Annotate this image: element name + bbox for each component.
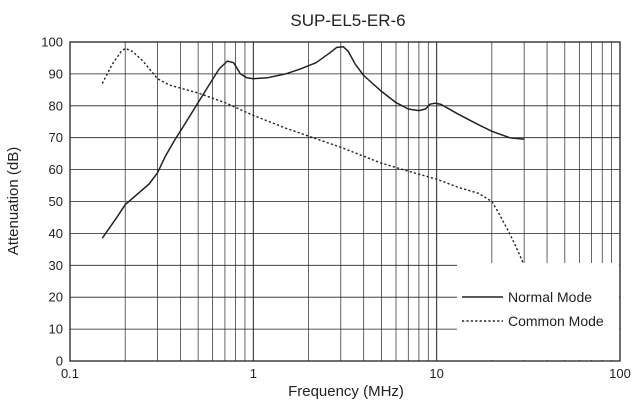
y-tick-label: 80 bbox=[49, 98, 63, 113]
plot-frame bbox=[69, 41, 621, 362]
y-tick-label: 40 bbox=[49, 226, 63, 241]
y-tick-label: 90 bbox=[49, 66, 63, 81]
series-lines bbox=[101, 46, 525, 266]
y-tick-label: 0 bbox=[56, 354, 63, 369]
legend: Normal Mode Common Mode bbox=[457, 263, 619, 360]
y-tick-label: 70 bbox=[49, 130, 63, 145]
y-tick-label: 50 bbox=[49, 194, 63, 209]
y-tick-label: 30 bbox=[49, 258, 63, 273]
series-line bbox=[101, 47, 525, 266]
y-tick-label: 60 bbox=[49, 162, 63, 177]
y-tick-label: 100 bbox=[41, 35, 63, 50]
legend-label: Normal Mode bbox=[508, 289, 592, 305]
legend-label: Common Mode bbox=[508, 313, 604, 329]
y-tick-labels: 0 10 20 30 40 50 60 70 80 90 100 bbox=[41, 35, 63, 369]
x-tick-label: 10 bbox=[429, 366, 443, 381]
x-tick-label: 1 bbox=[250, 366, 257, 381]
x-axis-label: Frequency (MHz) bbox=[288, 383, 404, 400]
y-tick-label: 20 bbox=[49, 290, 63, 305]
series-line bbox=[101, 46, 525, 239]
x-tick-labels: 0.1 1 10 100 bbox=[61, 366, 631, 381]
x-tick-label: 0.1 bbox=[61, 366, 79, 381]
y-tick-label: 10 bbox=[49, 322, 63, 337]
chart-title: SUP-EL5-ER-6 bbox=[290, 11, 405, 30]
x-tick-label: 100 bbox=[609, 366, 631, 381]
y-axis-label: Attenuation (dB) bbox=[5, 147, 22, 255]
legend-box bbox=[457, 263, 619, 360]
